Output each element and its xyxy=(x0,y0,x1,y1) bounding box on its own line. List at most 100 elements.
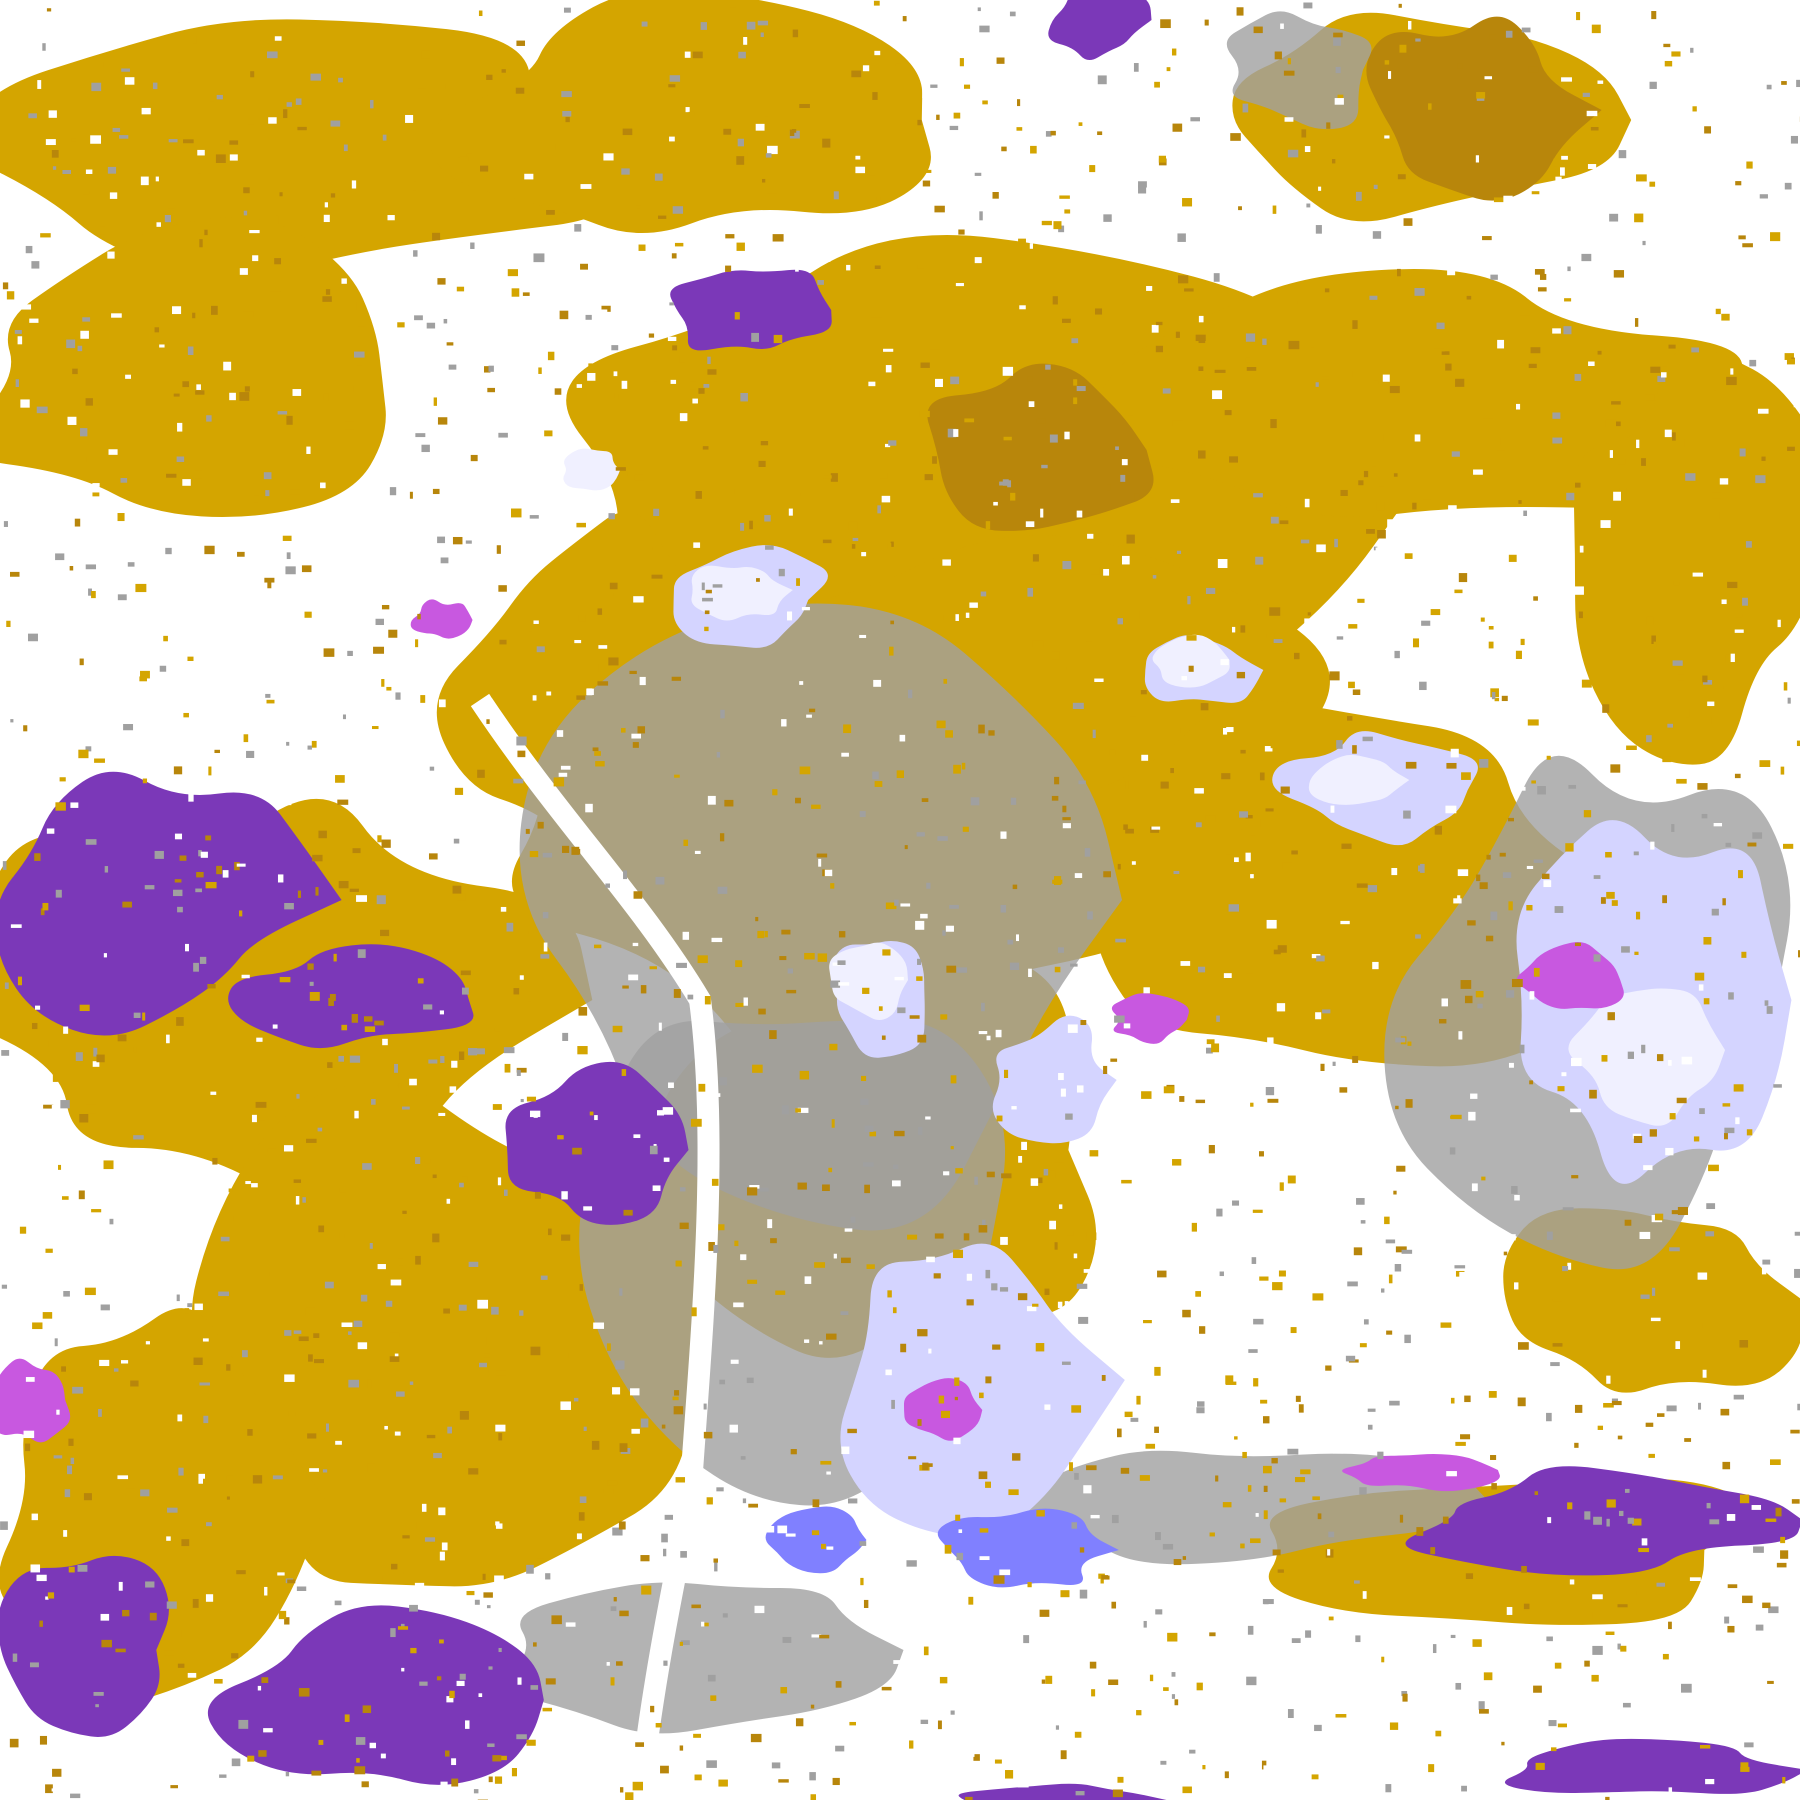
speckle xyxy=(1381,1656,1385,1663)
speckle xyxy=(561,845,570,853)
speckle xyxy=(31,261,40,269)
speckle xyxy=(46,8,52,12)
speckle xyxy=(59,777,66,782)
speckle xyxy=(740,1254,747,1261)
speckle xyxy=(251,1183,258,1188)
speckle xyxy=(142,1012,146,1021)
speckle xyxy=(555,235,560,241)
speckle xyxy=(140,176,149,186)
speckle xyxy=(198,1478,204,1484)
speckle xyxy=(945,730,953,738)
speckle xyxy=(729,1424,738,1433)
speckle xyxy=(1414,434,1421,442)
speckle xyxy=(591,1440,600,1450)
speckle xyxy=(758,460,766,467)
speckle xyxy=(1212,185,1219,192)
speckle xyxy=(1528,694,1539,698)
speckle xyxy=(338,77,343,83)
speckle xyxy=(1138,185,1147,194)
speckle xyxy=(1506,1606,1513,1615)
speckle xyxy=(1762,1602,1771,1609)
speckle xyxy=(1703,1723,1714,1733)
speckle xyxy=(572,1147,582,1155)
speckle xyxy=(55,1192,62,1199)
speckle xyxy=(45,1596,49,1600)
speckle xyxy=(298,1688,310,1697)
speckle xyxy=(1612,1423,1618,1427)
speckle xyxy=(1177,233,1186,242)
speckle xyxy=(1159,1622,1167,1628)
speckle xyxy=(1007,939,1014,945)
speckle xyxy=(1303,1651,1308,1658)
speckle xyxy=(437,417,448,425)
speckle xyxy=(503,1189,508,1196)
speckle xyxy=(1059,195,1070,199)
speckle xyxy=(456,1680,465,1687)
speckle xyxy=(92,492,100,497)
speckle xyxy=(1157,1270,1167,1278)
speckle xyxy=(58,1164,62,1170)
purple-cloud-region xyxy=(505,1061,689,1225)
speckle xyxy=(1051,651,1060,660)
speckle xyxy=(441,413,449,420)
speckle xyxy=(1058,1072,1064,1081)
speckle xyxy=(1074,1731,1082,1738)
speckle xyxy=(77,345,83,352)
speckle xyxy=(165,547,172,555)
speckle xyxy=(1270,744,1279,749)
speckle xyxy=(930,84,938,88)
speckle xyxy=(859,634,867,639)
speckle xyxy=(308,1354,313,1362)
speckle xyxy=(545,1678,556,1685)
speckle xyxy=(245,1181,251,1185)
speckle xyxy=(893,1660,904,1664)
speckle xyxy=(202,222,211,230)
speckle xyxy=(630,1388,640,1396)
speckle xyxy=(45,1784,53,1794)
speckle xyxy=(1064,1301,1069,1305)
speckle xyxy=(267,1148,277,1153)
speckle xyxy=(1208,1144,1215,1154)
speckle xyxy=(1375,547,1381,553)
speckle xyxy=(1724,1132,1728,1140)
speckle xyxy=(401,1667,405,1672)
speckle xyxy=(945,925,954,932)
speckle xyxy=(1591,24,1601,34)
speckle xyxy=(993,1575,1005,1584)
speckle xyxy=(166,1536,171,1541)
speckle xyxy=(1143,987,1150,994)
speckle xyxy=(958,229,965,235)
speckle xyxy=(1263,1510,1268,1520)
speckle xyxy=(296,1586,307,1591)
speckle xyxy=(1642,240,1646,246)
speckle xyxy=(953,1437,961,1445)
speckle xyxy=(860,1577,864,1586)
speckle xyxy=(53,1455,63,1459)
speckle xyxy=(1784,353,1794,360)
speckle xyxy=(672,345,678,351)
speckle xyxy=(1139,611,1147,619)
speckle xyxy=(381,839,391,848)
speckle xyxy=(1037,7,1048,14)
speckle xyxy=(1017,99,1021,107)
speckle xyxy=(74,228,79,235)
speckle xyxy=(317,1127,323,1132)
speckle xyxy=(929,349,941,357)
speckle xyxy=(1464,995,1473,1004)
speckle xyxy=(1489,34,1497,40)
speckle xyxy=(1420,863,1425,873)
speckle xyxy=(1067,1024,1078,1033)
speckle xyxy=(923,1646,929,1656)
speckle xyxy=(527,996,532,1002)
speckle xyxy=(397,1626,409,1630)
speckle xyxy=(1377,1451,1384,1460)
speckle xyxy=(311,740,317,748)
speckle xyxy=(1240,625,1246,633)
speckle xyxy=(390,1628,396,1638)
speckle xyxy=(1230,733,1238,740)
speckle xyxy=(1666,1405,1677,1412)
speckle xyxy=(722,1613,728,1618)
speckle xyxy=(1428,103,1432,110)
speckle xyxy=(339,1233,345,1239)
speckle xyxy=(737,138,744,147)
